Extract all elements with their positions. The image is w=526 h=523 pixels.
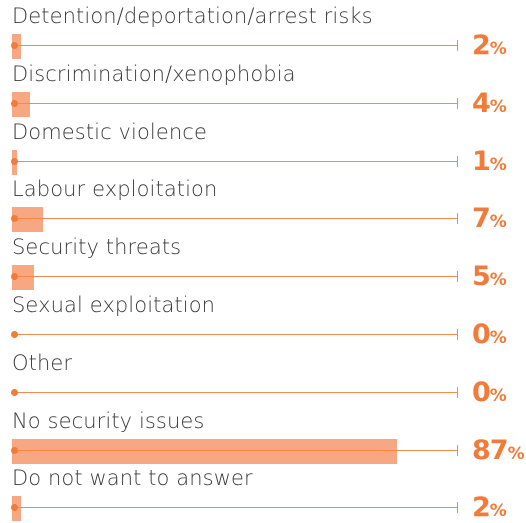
value-percent-sign: % (489, 154, 507, 175)
value-label: 4% (472, 88, 507, 119)
bar-track (15, 102, 458, 104)
bar (12, 265, 35, 291)
value-percent-sign: % (489, 328, 507, 348)
bar-row: No security issues 87% (0, 405, 526, 466)
value-label: 0% (472, 319, 507, 350)
value-number: 0 (472, 319, 491, 350)
category-label: Labour exploitation (12, 177, 218, 202)
value-percent-sign: % (489, 96, 507, 117)
track-start-dot (11, 331, 18, 338)
bar-row: Domestic violence 1% (0, 116, 526, 177)
bar (12, 91, 30, 117)
track-end-tick (457, 155, 458, 167)
track-end-tick (457, 444, 458, 456)
track-end-tick (457, 329, 458, 340)
category-label: Discrimination/xenophobia (12, 61, 296, 86)
track-start-dot (11, 446, 18, 454)
track-end-tick (457, 40, 458, 51)
bar-track (15, 391, 458, 393)
bar-row: Detention/deportation/arrest risks 2% (0, 0, 526, 61)
value-percent-sign: % (489, 39, 507, 59)
bar-track (15, 218, 458, 220)
value-percent-sign: % (489, 270, 507, 291)
value-label: 0% (472, 377, 507, 408)
track-start-dot (11, 42, 18, 49)
value-label: 2% (472, 30, 507, 61)
category-label: Do not want to answer (12, 466, 253, 491)
bar-track (15, 507, 458, 509)
bar-row: Do not want to answer 2% (0, 462, 526, 523)
value-number: 5 (472, 261, 491, 293)
track-start-dot (11, 504, 18, 512)
value-label: 2% (472, 492, 507, 523)
value-percent-sign: % (489, 212, 507, 233)
bar-row: Labour exploitation 7% (0, 173, 526, 234)
value-percent-sign: % (507, 443, 525, 464)
value-label: 5% (472, 261, 507, 292)
value-number: 7 (472, 203, 491, 235)
value-percent-sign: % (489, 385, 507, 406)
bar-track (15, 334, 458, 335)
track-start-dot (11, 157, 18, 165)
track-start-dot (11, 388, 18, 396)
value-number: 2 (472, 492, 491, 523)
bar-track (15, 449, 458, 451)
value-number: 2 (472, 30, 491, 61)
category-label: Security threats (12, 235, 182, 260)
bar-track (15, 276, 458, 278)
track-start-dot (11, 99, 18, 107)
bar (12, 438, 398, 464)
track-start-dot (11, 215, 18, 223)
value-label: 1% (472, 146, 507, 177)
category-label: Domestic violence (12, 119, 207, 144)
track-end-tick (457, 386, 458, 398)
bar-row: Sexual exploitation 0% (0, 289, 526, 350)
track-end-tick (457, 271, 458, 283)
value-number: 4 (472, 87, 491, 119)
bar-row: Security threats 5% (0, 231, 526, 292)
value-label: 87% (472, 435, 525, 466)
bar-track (15, 160, 458, 162)
category-label: No security issues (12, 408, 205, 433)
bar-row: Discrimination/xenophobia 4% (0, 58, 526, 119)
track-end-tick (457, 213, 458, 225)
track-start-dot (11, 273, 18, 281)
track-end-tick (457, 97, 458, 109)
category-label: Sexual exploitation (12, 293, 216, 317)
track-end-tick (457, 502, 458, 514)
bar-track (15, 45, 458, 46)
value-percent-sign: % (489, 501, 507, 522)
value-number: 0 (472, 376, 491, 408)
value-label: 7% (472, 203, 507, 234)
category-label: Detention/deportation/arrest risks (12, 4, 373, 28)
value-number: 1 (472, 145, 491, 177)
bar-row: Other 0% (0, 347, 526, 408)
category-label: Other (12, 350, 73, 375)
value-number: 87 (472, 434, 509, 466)
